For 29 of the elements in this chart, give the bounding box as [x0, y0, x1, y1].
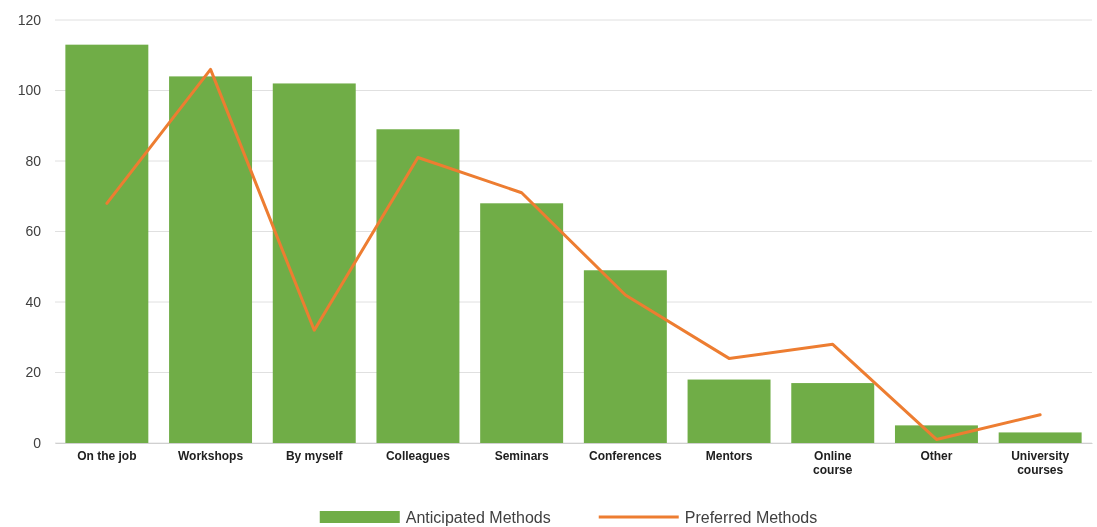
y-tick-label: 40	[25, 293, 42, 310]
y-tick-label: 120	[17, 11, 42, 28]
bar	[583, 270, 667, 443]
bar	[65, 44, 149, 443]
x-tick-label: On the job	[77, 448, 137, 463]
y-tick-label: 100	[17, 82, 42, 99]
y-tick-label: 0	[33, 434, 42, 451]
y-tick-label: 60	[25, 223, 42, 240]
bar	[272, 83, 356, 443]
y-tick-label: 80	[25, 152, 42, 169]
bar	[169, 76, 253, 443]
legend-label: Preferred Methods	[684, 508, 818, 526]
bar	[687, 379, 771, 443]
x-tick-label: Colleagues	[385, 448, 451, 463]
x-tick-label: Conferences	[589, 448, 663, 463]
x-tick-label: University courses	[1011, 448, 1070, 477]
bar	[791, 383, 875, 443]
bar	[998, 432, 1082, 443]
line-series	[105, 67, 1042, 441]
y-tick-label: 20	[25, 364, 42, 381]
bar	[376, 129, 460, 443]
legend-label: Anticipated Methods	[405, 508, 551, 526]
x-tick-label: Online course	[813, 448, 853, 477]
x-tick-label: Other	[920, 448, 953, 463]
x-tick-label: By myself	[285, 448, 344, 463]
bar	[480, 203, 564, 443]
x-tick-label: Mentors	[705, 448, 753, 463]
x-tick-label: Workshops	[177, 448, 244, 463]
x-tick-label: Seminars	[494, 448, 549, 463]
